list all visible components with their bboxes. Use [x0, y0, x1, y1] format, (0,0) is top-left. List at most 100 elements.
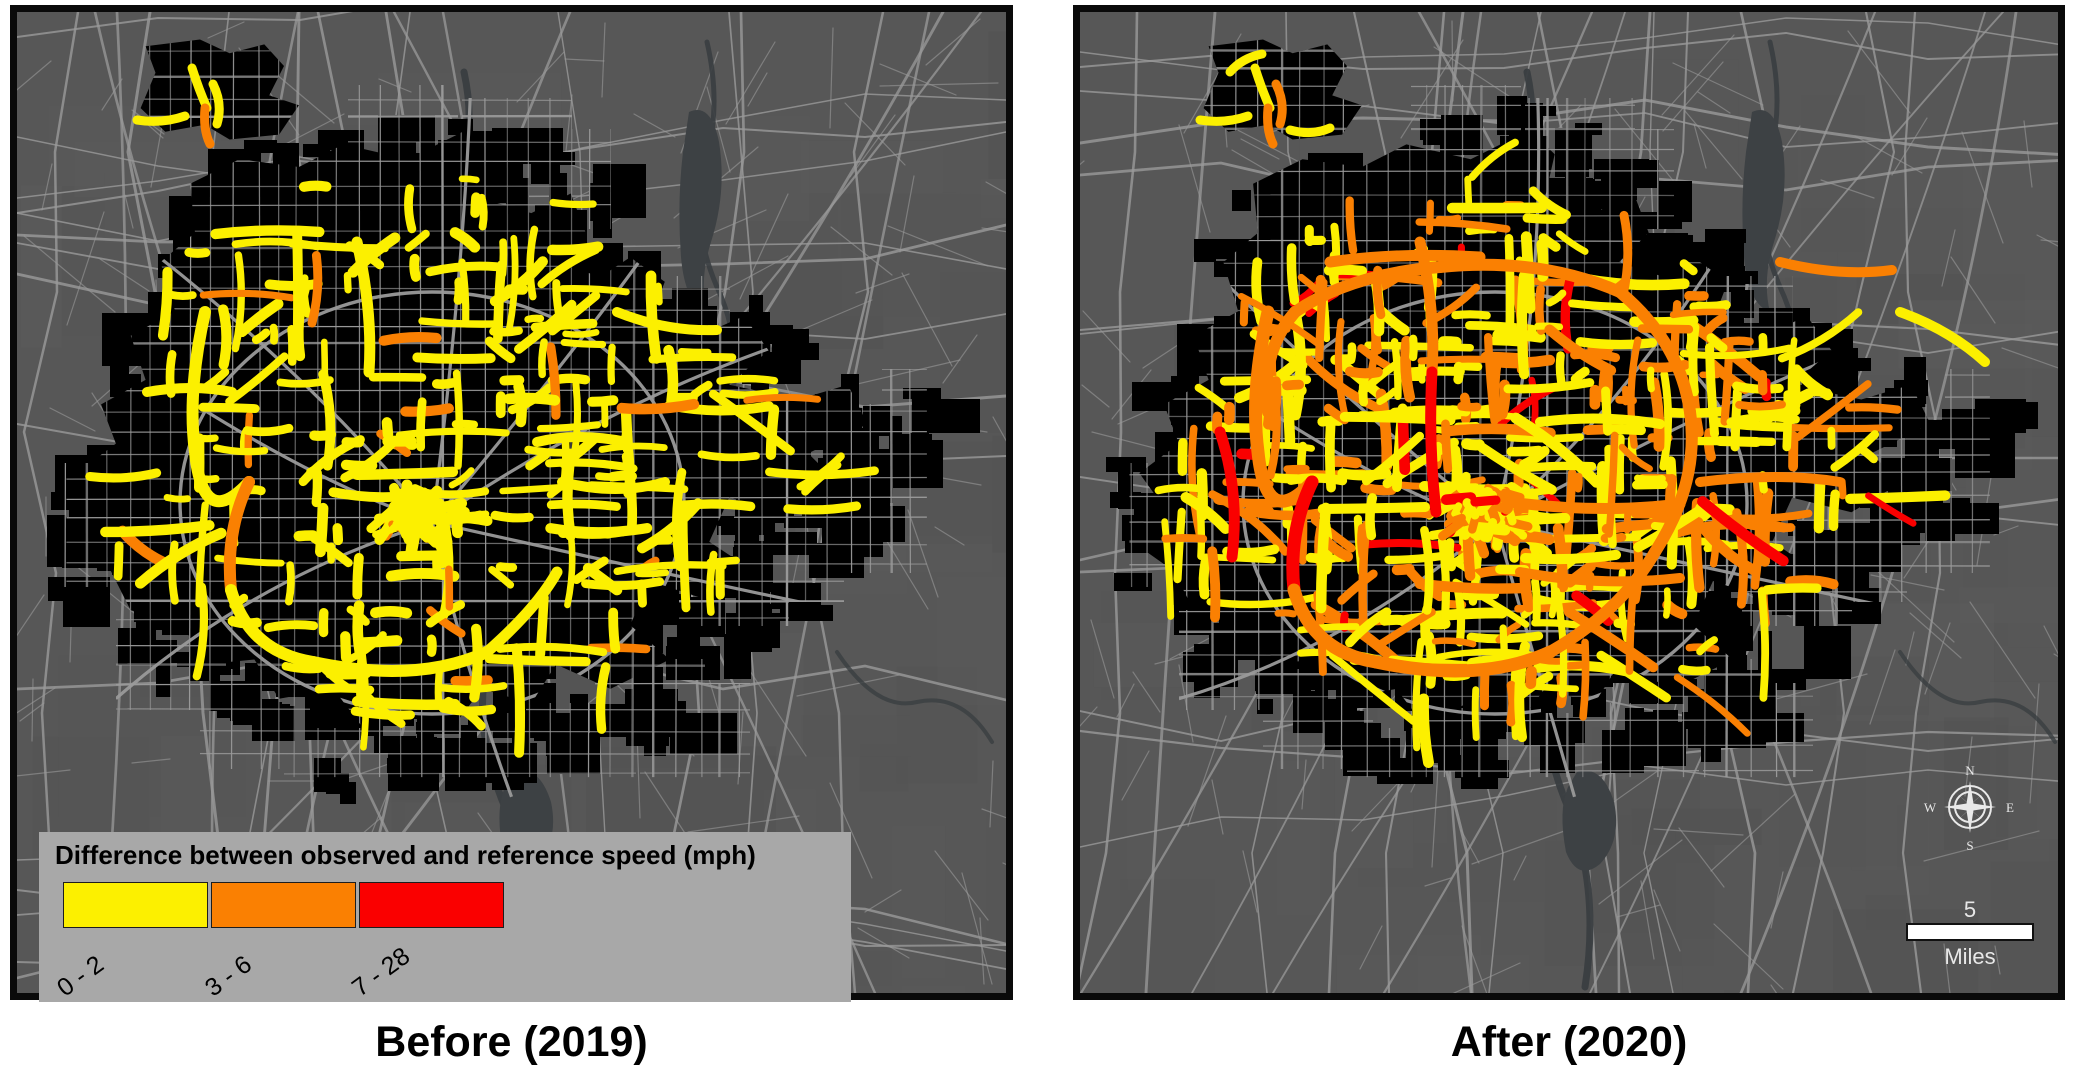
- speed-segment: [697, 450, 760, 462]
- speed-segment: [198, 402, 260, 413]
- speed-segment: [524, 314, 545, 324]
- speed-segment: [1271, 79, 1287, 129]
- speed-corridor: [307, 646, 493, 677]
- speed-segment: [678, 501, 691, 613]
- speed-segment: [1328, 652, 1417, 725]
- speed-segment: [1375, 388, 1393, 472]
- map-canvas-before[interactable]: [17, 12, 1006, 993]
- speed-segment: [210, 225, 325, 240]
- speed-segment: [244, 411, 254, 469]
- speed-segment: [1563, 606, 1659, 673]
- speed-segment: [1528, 186, 1571, 220]
- speed-segment: [1198, 557, 1211, 600]
- speed-segment: [113, 541, 124, 581]
- speed-segment: [346, 631, 387, 663]
- map-panel-before: Difference between observed and referenc…: [10, 5, 1013, 1003]
- speed-segment: [1361, 431, 1425, 486]
- speed-segment: [370, 605, 413, 619]
- speed-segment: [430, 521, 446, 538]
- speed-segment: [1588, 558, 1645, 570]
- speed-segment: [470, 192, 481, 218]
- speed-segment: [425, 600, 466, 628]
- speed-segment: [1555, 351, 1567, 390]
- legend-swatch-7-28: [359, 882, 504, 928]
- speed-segment: [346, 605, 370, 626]
- map-canvas-after[interactable]: [1080, 12, 2058, 993]
- speed-segment: [1334, 318, 1349, 419]
- speed-segment: [1379, 614, 1407, 626]
- speed-segment: [672, 468, 687, 572]
- speed-segment: [359, 687, 406, 728]
- speed-segment: [420, 502, 434, 529]
- speed-segment: [495, 562, 518, 572]
- speed-segment: [381, 417, 394, 440]
- speed-corridor: [142, 383, 237, 397]
- speed-segment: [314, 683, 375, 695]
- speed-segment: [582, 563, 623, 596]
- speed-segment: [269, 323, 279, 345]
- speed-segment: [503, 392, 561, 406]
- speed-segment: [409, 253, 421, 282]
- speed-corridor: [612, 307, 722, 336]
- speed-corridor: [1249, 305, 1319, 508]
- speed-segment: [134, 527, 227, 589]
- compass-label-south: S: [1966, 838, 1973, 853]
- speed-segment: [1565, 661, 1586, 670]
- speed-segment: [351, 696, 461, 710]
- speed-segment: [347, 232, 401, 278]
- speed-segment: [616, 398, 700, 415]
- legend-swatches: [63, 882, 504, 928]
- compass-label-north: N: [1965, 763, 1975, 778]
- speed-segment: [1464, 175, 1473, 206]
- compass-label-west: W: [1924, 800, 1937, 815]
- speed-segment: [1789, 370, 1801, 414]
- speed-segment: [409, 484, 427, 498]
- speed-corridor: [557, 477, 670, 494]
- speed-segment: [416, 397, 427, 452]
- speed-segment: [525, 450, 550, 471]
- speed-segment: [1409, 334, 1418, 362]
- speed-segment: [396, 550, 453, 562]
- speed-segment: [1414, 578, 1528, 594]
- speed-segment: [1154, 483, 1203, 495]
- speed-corridor: [1649, 406, 1698, 558]
- legend-label-3-6: 3 - 6: [199, 950, 257, 1003]
- speed-segment: [560, 338, 607, 348]
- scale-bar: 5 Miles: [1906, 897, 2034, 971]
- speed-segment: [1570, 366, 1590, 384]
- speed-segment: [1845, 490, 1951, 504]
- speed-segment: [488, 566, 515, 589]
- scale-bar-unit: Miles: [1944, 944, 1996, 969]
- speed-segment: [184, 247, 211, 258]
- speed-segment: [1483, 517, 1498, 543]
- speed-segment: [1579, 638, 1590, 721]
- speed-corridor: [532, 432, 632, 447]
- speed-corridor: [1324, 249, 1486, 268]
- speed-segment: [1431, 637, 1477, 648]
- speed-segment: [524, 445, 585, 457]
- speed-corridor: [1515, 567, 1685, 587]
- speed-segment: [218, 304, 232, 370]
- speed-segment: [1239, 298, 1249, 327]
- speed-segment: [1188, 424, 1204, 539]
- speed-segment: [1438, 336, 1462, 348]
- speed-segment: [1663, 587, 1671, 619]
- speed-segment: [1479, 667, 1490, 711]
- speed-corridor: [1369, 645, 1557, 678]
- speed-segment: [1286, 243, 1300, 306]
- speed-segment: [1282, 379, 1305, 391]
- speed-segment: [783, 501, 862, 515]
- speed-segment: [1262, 441, 1315, 452]
- speed-segment: [1506, 445, 1544, 457]
- speed-corridor: [1434, 258, 1626, 298]
- speed-segment: [1358, 520, 1371, 628]
- speed-segment: [1519, 446, 1550, 470]
- speed-segment: [1285, 123, 1335, 138]
- speed-segment: [496, 642, 608, 657]
- speed-segment: [1757, 370, 1768, 396]
- speed-segment: [251, 328, 271, 345]
- speed-segment: [1161, 534, 1208, 543]
- speed-segment: [469, 623, 483, 703]
- speed-segment: [1470, 495, 1501, 507]
- map-graphic: [17, 12, 1006, 993]
